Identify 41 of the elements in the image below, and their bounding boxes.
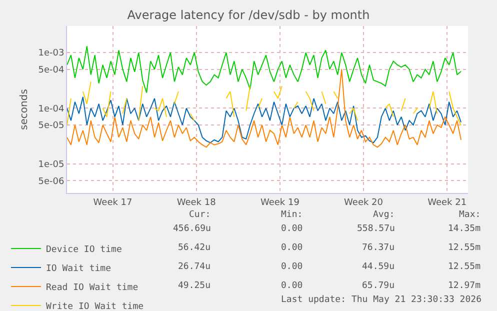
y-tick-label: 5e-04	[38, 65, 64, 76]
text: 49.25u	[178, 281, 211, 291]
text: Cur:	[189, 210, 211, 220]
line-series	[67, 68, 462, 148]
text: 14.35m	[448, 224, 481, 234]
text: 65.79u	[362, 281, 395, 291]
text: 0.00	[281, 262, 303, 272]
y-tick-label: 1e-03	[38, 48, 64, 59]
y-axis-title: seconds	[19, 89, 30, 130]
x-tick-label: Week 17	[93, 198, 132, 208]
text: Last update: Thu May 21 23:30:33 2026	[281, 295, 482, 305]
text: 56.42u	[178, 243, 211, 253]
y-tick-label: 5e-06	[38, 176, 64, 187]
x-tick-label: Week 20	[344, 198, 384, 208]
legend-label: Device IO time	[46, 245, 122, 256]
text: 12.55m	[448, 262, 481, 272]
text: 44.59u	[362, 262, 395, 272]
text: 0.00	[281, 281, 303, 291]
y-tick-label: 5e-05	[38, 121, 64, 132]
text: 0.00	[281, 224, 303, 234]
chart-title: Average latency for /dev/sdb - by month	[127, 8, 370, 22]
legend-label: Read IO Wait time	[46, 283, 138, 294]
legend-label: IO Wait time	[46, 264, 112, 274]
line-series	[67, 96, 462, 144]
x-tick-label: Week 19	[260, 198, 300, 208]
text: 76.37u	[362, 243, 395, 253]
y-tick-label: 1e-05	[38, 160, 64, 170]
x-tick-label: Week 18	[176, 198, 216, 208]
text: Max:	[459, 210, 481, 220]
text: 558.57u	[357, 224, 395, 234]
text: Avg:	[373, 210, 395, 220]
y-tick-label: 1e-04	[38, 104, 64, 114]
line-series	[67, 46, 462, 94]
text: 12.55m	[448, 243, 481, 253]
text: 12.97m	[448, 281, 481, 291]
text: 26.74u	[178, 262, 211, 272]
text: 456.69u	[173, 224, 211, 234]
text: 0.00	[281, 243, 303, 253]
legend-label: Write IO Wait time	[46, 302, 144, 311]
x-tick-label: Week 21	[428, 198, 467, 208]
text: Min:	[281, 210, 303, 220]
